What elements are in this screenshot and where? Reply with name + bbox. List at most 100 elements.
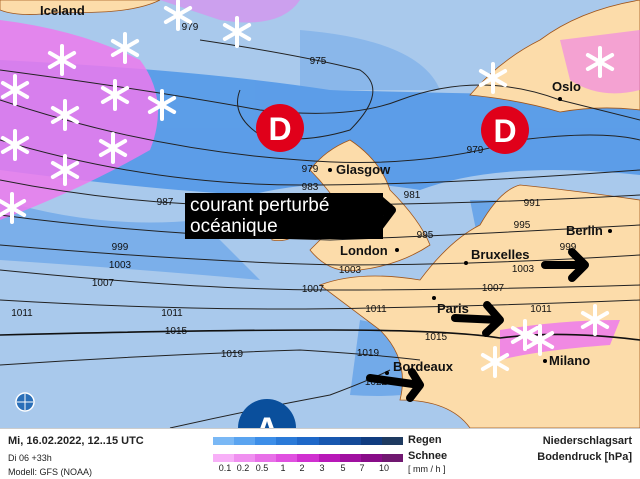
snow-scale-swatch [360, 454, 382, 462]
city-label-glasgow: Glasgow [336, 162, 391, 177]
svg-text:1003: 1003 [512, 264, 535, 275]
snow-symbol [510, 319, 540, 351]
snow-symbol [147, 89, 177, 121]
snow-symbol [222, 16, 252, 48]
annotation-callout: courant perturbé océanique [185, 193, 383, 239]
forecast-run: Di 06 +33h [8, 453, 52, 463]
model-name: Modell: GFS (NOAA) [8, 467, 93, 477]
city-label-milano: Milano [549, 353, 590, 368]
rain-scale-swatch [234, 437, 256, 445]
scale-tick-label: 5 [340, 463, 346, 473]
svg-text:1019: 1019 [357, 348, 380, 359]
weather-map: 979 975 979 983 987 981 991 995 999 1003… [0, 0, 640, 428]
snow-symbol [585, 46, 615, 78]
svg-text:1011: 1011 [530, 304, 552, 315]
city-label-bordeaux: Bordeaux [393, 359, 454, 374]
rain-scale-swatch [381, 437, 403, 445]
rain-scale-swatch [276, 437, 298, 445]
svg-text:991: 991 [524, 198, 541, 209]
svg-text:979: 979 [182, 22, 199, 33]
city-label-london: London [340, 243, 388, 258]
snow-symbol [580, 304, 610, 336]
rain-scale-swatch [255, 437, 277, 445]
legend-title-type: Niederschlagsart [542, 435, 632, 447]
snow-symbol [47, 44, 77, 76]
svg-text:987: 987 [157, 197, 174, 208]
city-label-iceland: Iceland [40, 3, 85, 18]
city-label-berlin: Berlin [566, 223, 603, 238]
scale-tick-label: 10 [378, 463, 389, 473]
svg-text:1015: 1015 [165, 326, 188, 337]
snow-symbol [0, 74, 30, 106]
snow-symbol [163, 0, 193, 31]
snow-symbol [98, 132, 128, 164]
snow-symbol [478, 62, 508, 94]
scale-tick-label: 0.5 [255, 463, 269, 473]
snow-scale-swatch [213, 454, 235, 462]
legend-title-pressure: Bodendruck [hPa] [537, 451, 632, 463]
city-label-paris: Paris [437, 301, 469, 316]
low-pressure-2: D [481, 106, 529, 154]
svg-text:995: 995 [417, 230, 434, 241]
scale-tick-label: 2 [299, 463, 305, 473]
city-label-oslo: Oslo [552, 79, 581, 94]
rain-scale [213, 437, 403, 445]
svg-text:979: 979 [302, 164, 319, 175]
svg-text:A: A [255, 411, 280, 428]
snow-scale-swatch [276, 454, 298, 462]
svg-text:1003: 1003 [339, 265, 362, 276]
svg-text:983: 983 [302, 182, 319, 193]
scale-tick-label: 1 [280, 463, 286, 473]
snow-symbols [0, 0, 615, 378]
scale-tick-label: 7 [359, 463, 365, 473]
city-label-bruxelles: Bruxelles [471, 247, 530, 262]
high-pressure: A [238, 399, 296, 428]
snow-symbol [525, 324, 555, 356]
svg-text:975: 975 [310, 56, 327, 67]
snow-symbol [480, 346, 510, 378]
svg-text:D: D [268, 111, 291, 147]
svg-text:1007: 1007 [92, 278, 115, 289]
rain-scale-swatch [297, 437, 319, 445]
svg-text:1011: 1011 [365, 304, 387, 315]
scale-tick-label: 3 [319, 463, 325, 473]
svg-text:1015: 1015 [425, 332, 448, 343]
svg-text:1011: 1011 [161, 308, 183, 319]
snow-symbol [110, 32, 140, 64]
rain-scale-swatch [318, 437, 340, 445]
snow-scale-swatch [255, 454, 277, 462]
snow-scale-swatch [339, 454, 361, 462]
svg-text:D: D [493, 113, 516, 149]
svg-text:1019: 1019 [221, 349, 244, 360]
snow-scale-swatch [297, 454, 319, 462]
snow-scale-swatch [318, 454, 340, 462]
svg-text:1007: 1007 [302, 284, 325, 295]
snow-scale-swatch [381, 454, 403, 462]
svg-text:999: 999 [560, 242, 577, 253]
svg-text:1007: 1007 [482, 283, 505, 294]
svg-text:995: 995 [514, 220, 531, 231]
scale-tick-label: 0.1 [218, 463, 232, 473]
snow-scale-swatch [234, 454, 256, 462]
snow-scale [213, 454, 403, 462]
cities: Iceland Oslo Glasgow London Bruxelles Be… [40, 3, 612, 375]
globe-icon[interactable] [15, 392, 35, 412]
rain-scale-swatch [360, 437, 382, 445]
snow-label: Schnee [408, 450, 448, 462]
snow-symbol [0, 129, 30, 161]
svg-text:1003: 1003 [109, 260, 132, 271]
rain-label: Regen [408, 434, 442, 446]
forecast-datetime: Mi, 16.02.2022, 12..15 UTC [8, 435, 144, 447]
scale-tick-label: 0.2 [236, 463, 250, 473]
svg-text:999: 999 [112, 242, 129, 253]
svg-text:1011: 1011 [11, 308, 33, 319]
unit-label: [ mm / h ] [408, 464, 446, 474]
snow-symbol [50, 99, 80, 131]
snow-symbol [50, 154, 80, 186]
svg-text:981: 981 [404, 190, 421, 201]
low-pressure-1: D [256, 104, 304, 152]
snow-symbol [100, 79, 130, 111]
snow-symbol [0, 192, 27, 224]
legend-footer: Mi, 16.02.2022, 12..15 UTC Di 06 +33h Mo… [0, 428, 640, 479]
rain-scale-swatch [339, 437, 361, 445]
